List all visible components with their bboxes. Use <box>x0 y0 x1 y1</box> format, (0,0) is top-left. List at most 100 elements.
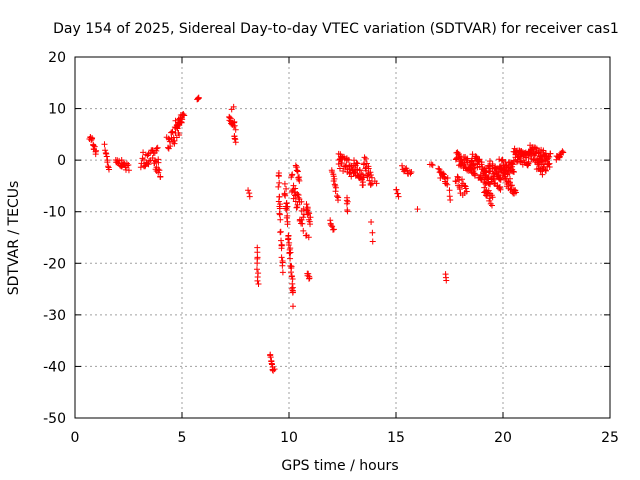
data-point <box>509 161 516 168</box>
data-point <box>286 249 293 256</box>
data-point <box>331 175 338 182</box>
data-point <box>167 143 174 150</box>
data-point <box>181 112 188 119</box>
data-point <box>340 168 347 175</box>
data-point <box>277 229 284 236</box>
data-point <box>155 166 162 173</box>
data-point <box>512 189 519 196</box>
data-point <box>329 223 336 230</box>
data-point <box>306 275 313 282</box>
data-point <box>496 183 503 190</box>
data-point <box>491 176 498 183</box>
data-point <box>145 161 152 168</box>
data-point <box>501 170 508 177</box>
data-point <box>176 132 183 139</box>
data-point <box>151 160 158 167</box>
data-point <box>489 160 496 167</box>
data-point <box>444 174 451 181</box>
data-point <box>446 187 453 194</box>
data-point <box>137 164 144 171</box>
data-point <box>444 181 451 188</box>
data-point <box>232 139 239 146</box>
data-point <box>157 173 164 180</box>
data-point <box>472 171 479 178</box>
data-point <box>373 180 380 187</box>
data-point <box>278 242 285 249</box>
data-point <box>103 150 110 157</box>
y-axis-label: SDTVAR / TECUs <box>6 181 22 296</box>
data-point <box>281 190 288 197</box>
y-tick-label: 0 <box>57 153 66 169</box>
data-point <box>455 174 462 181</box>
data-point <box>394 190 401 197</box>
data-point <box>289 275 296 282</box>
data-point <box>414 206 421 213</box>
data-point <box>276 211 283 218</box>
data-point <box>307 214 314 221</box>
data-point <box>116 157 123 164</box>
x-tick-label: 0 <box>71 430 80 446</box>
data-point <box>393 186 400 193</box>
data-point <box>364 173 371 180</box>
data-point <box>105 163 112 170</box>
data-point <box>356 167 363 174</box>
data-point <box>284 218 291 225</box>
data-point <box>345 156 352 163</box>
data-point <box>170 139 177 146</box>
data-point <box>367 171 374 178</box>
data-point <box>556 154 563 161</box>
data-point <box>275 198 282 205</box>
data-point <box>271 366 278 373</box>
data-point <box>506 170 513 177</box>
data-point <box>330 226 337 233</box>
data-point <box>440 170 447 177</box>
y-tick-label: -40 <box>43 359 66 375</box>
data-point <box>369 238 376 245</box>
data-point <box>353 159 360 166</box>
data-point <box>285 235 292 242</box>
data-point <box>546 153 553 160</box>
data-point <box>268 357 275 364</box>
data-point <box>253 266 260 273</box>
data-point <box>358 170 365 177</box>
x-axis-label: GPS time / hours <box>281 458 398 474</box>
y-tick-label: -10 <box>43 205 66 221</box>
data-point <box>560 149 567 156</box>
data-point <box>231 122 238 129</box>
data-point <box>267 354 274 361</box>
axis-ticks: 0 5 10 15 20 25 -50 -40 -30 -20 -10 0 10 20 <box>43 50 619 446</box>
data-point <box>289 284 296 291</box>
data-point <box>367 169 374 176</box>
data-point <box>293 204 300 211</box>
data-point <box>304 205 311 212</box>
data-point <box>246 193 253 200</box>
data-point <box>118 157 125 164</box>
data-point <box>278 254 285 261</box>
data-point <box>278 237 285 244</box>
data-point <box>283 185 290 192</box>
data-point <box>428 161 435 168</box>
data-point <box>232 126 239 133</box>
data-point <box>368 218 375 225</box>
data-point <box>443 277 450 284</box>
data-point <box>332 184 339 191</box>
data-point <box>456 186 463 193</box>
data-point <box>299 220 306 227</box>
data-point <box>93 147 100 154</box>
data-point <box>153 145 160 152</box>
data-point <box>105 166 112 173</box>
data-point <box>408 169 415 176</box>
data-point <box>463 188 470 195</box>
data-point <box>472 153 479 160</box>
plot-border <box>74 56 611 419</box>
data-point <box>462 183 469 190</box>
data-point <box>360 174 367 181</box>
chart-title: Day 154 of 2025, Sidereal Day-to-day VTE… <box>53 21 619 37</box>
data-point <box>125 167 132 174</box>
data-point <box>542 167 549 174</box>
data-point <box>276 205 283 212</box>
data-point <box>303 201 310 208</box>
data-point <box>290 303 297 310</box>
data-point <box>276 193 283 200</box>
data-point <box>447 197 454 204</box>
